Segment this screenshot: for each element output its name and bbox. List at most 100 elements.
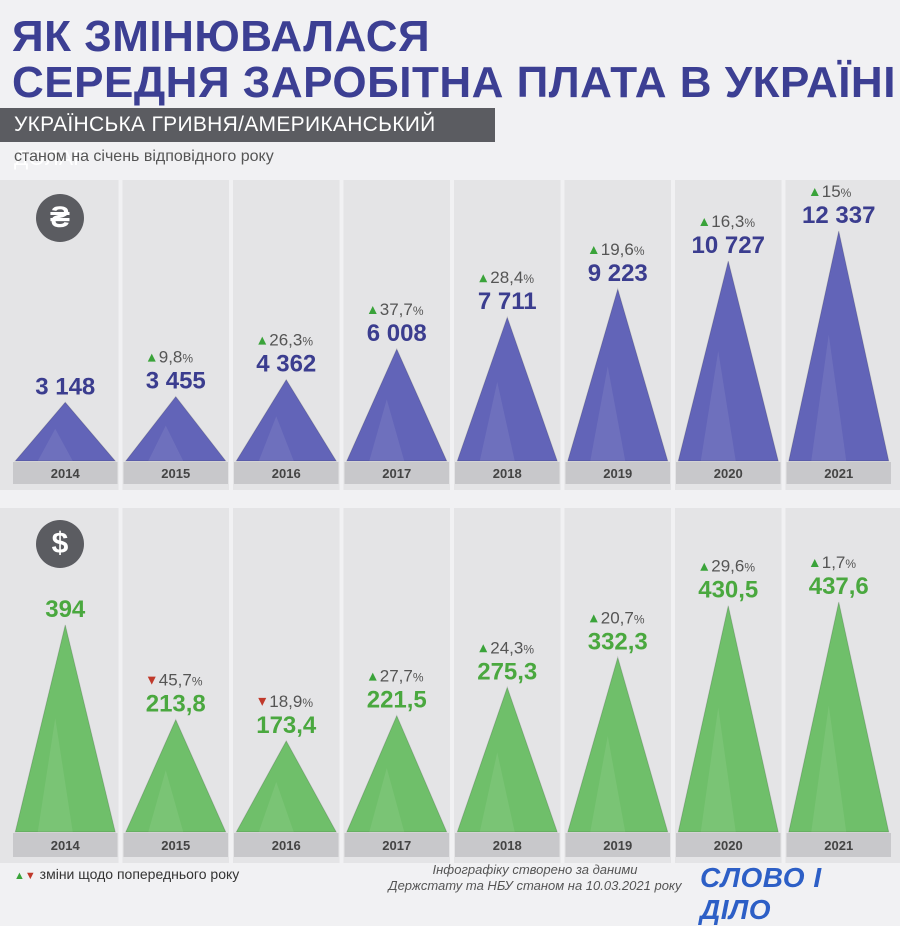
legend-label: зміни щодо попереднього року [39, 866, 240, 882]
usd-value-label: 275,3 [477, 658, 537, 685]
legend: ▲▼ зміни щодо попереднього року [14, 866, 239, 882]
down-arrow-icon [258, 697, 267, 706]
usd-bar-shade [148, 770, 184, 832]
year-strip [123, 462, 228, 484]
percent-sign: % [845, 557, 856, 571]
uah-bar [677, 260, 779, 462]
up-arrow-icon [589, 246, 598, 255]
date-note: станом на січень відповідного року [14, 148, 274, 165]
page-title: ЯК ЗМІНЮВАЛАСЯ СЕРЕДНЯ ЗАРОБІТНА ПЛАТА В… [12, 14, 896, 106]
up-arrow-icon [700, 218, 709, 227]
percent-sign: % [841, 186, 852, 200]
year-strip [344, 833, 449, 857]
up-arrow-icon [368, 672, 377, 681]
down-arrow-icon: ▼ [24, 870, 36, 882]
column-separator [450, 508, 454, 863]
uah-value-label: 12 337 [802, 202, 875, 229]
up-arrow-icon [479, 644, 488, 653]
usd-value-label: 437,6 [809, 573, 869, 600]
uah-bar-shade [148, 425, 184, 461]
usd-bar [567, 655, 669, 833]
title-line-1: ЯК ЗМІНЮВАЛАСЯ [12, 12, 431, 61]
usd-value-label: 430,5 [698, 577, 758, 604]
usd-bar-shade [479, 752, 515, 832]
up-arrow-icon: ▲ [14, 870, 25, 882]
usd-bar-shade [37, 718, 73, 832]
up-arrow-icon [810, 188, 819, 196]
change-label: 27,7% [380, 667, 424, 686]
source-line-1: Інфографіку створено за даними [432, 862, 638, 877]
change-label: 15% [822, 182, 852, 201]
uah-value-label: 3 148 [35, 373, 95, 400]
up-arrow-icon [589, 614, 598, 623]
usd-bar [124, 718, 227, 833]
uah-bar-shade [700, 351, 736, 461]
column-separator [339, 508, 344, 863]
uah-value-label: 7 711 [478, 288, 537, 315]
percent-sign: % [744, 216, 755, 230]
change-label: 45,7% [159, 671, 203, 690]
year-strip [565, 833, 670, 857]
year-strip [786, 462, 891, 484]
hryvnia-icon: ₴ [36, 194, 84, 242]
usd-bar [235, 739, 338, 833]
uah-value-label: 9 223 [588, 260, 648, 287]
percent-sign: % [744, 561, 755, 575]
percent-sign: % [413, 671, 424, 685]
usd-bar-shade [369, 767, 405, 832]
uah-bar [456, 315, 558, 462]
year-label: 2014 [51, 838, 81, 853]
column-separator [781, 508, 786, 863]
change-label: 19,6% [601, 240, 645, 259]
usd-bar [345, 714, 448, 833]
up-arrow-icon [700, 562, 709, 571]
column-separator [671, 180, 675, 490]
year-strip [676, 833, 781, 857]
up-arrow-icon [479, 274, 488, 283]
percent-sign: % [182, 352, 193, 366]
year-label: 2015 [161, 466, 190, 481]
usd-bar-shade [590, 735, 626, 832]
uah-bar-shade [369, 399, 405, 461]
uah-bar [788, 230, 890, 462]
usd-bar [14, 624, 116, 833]
column-separator [560, 508, 565, 863]
change-label: 1,7% [822, 553, 857, 572]
uah-bar [14, 401, 117, 462]
usd-bar-shade [811, 705, 847, 832]
column-separator [781, 180, 786, 490]
change-label: 20,7% [601, 608, 645, 627]
change-label: 24,3% [490, 638, 534, 657]
year-label: 2017 [382, 838, 411, 853]
uah-bar-shade [37, 428, 73, 461]
column-separator [671, 508, 675, 863]
year-label: 2020 [714, 838, 743, 853]
uah-bar-shade [258, 416, 294, 461]
year-label: 2014 [51, 466, 81, 481]
year-label: 2021 [824, 466, 853, 481]
source-note: Інфографіку створено за даними Держстату… [380, 862, 690, 894]
year-strip [234, 462, 339, 484]
year-label: 2020 [714, 466, 743, 481]
usd-value-label: 394 [45, 596, 86, 623]
change-label: 37,7% [380, 300, 424, 319]
year-label: 2018 [493, 838, 522, 853]
up-arrow-icon [147, 353, 156, 362]
column-separator [339, 180, 344, 490]
year-label: 2015 [161, 838, 190, 853]
year-strip [344, 462, 449, 484]
year-strip [13, 833, 118, 857]
column-separator [229, 508, 233, 863]
change-label: 28,4% [490, 268, 534, 287]
column-separator [118, 180, 123, 490]
percent-sign: % [302, 696, 313, 710]
year-strip [234, 833, 339, 857]
percent-sign: % [634, 612, 645, 626]
year-strip [786, 833, 891, 857]
year-strip [676, 462, 781, 484]
change-label: 16,3% [711, 212, 755, 231]
source-line-2: Держстату та НБУ станом на 10.03.2021 ро… [388, 878, 682, 893]
usd-value-label: 221,5 [367, 687, 427, 714]
year-strip [455, 833, 560, 857]
